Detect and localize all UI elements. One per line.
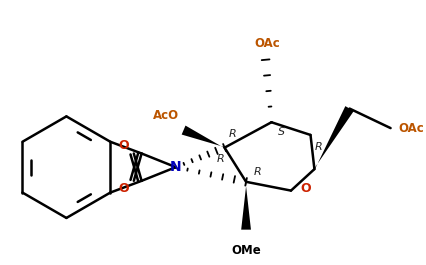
Text: AcO: AcO — [152, 109, 178, 122]
Polygon shape — [181, 126, 224, 148]
Text: OAc: OAc — [397, 122, 423, 135]
Text: OMe: OMe — [230, 244, 260, 257]
Text: R: R — [314, 142, 322, 152]
Text: O: O — [118, 139, 129, 152]
Text: O: O — [118, 182, 129, 195]
Polygon shape — [241, 182, 250, 230]
Polygon shape — [313, 106, 353, 169]
Text: R: R — [253, 167, 261, 177]
Text: N: N — [170, 160, 181, 174]
Text: OAc: OAc — [254, 37, 280, 50]
Text: S: S — [277, 127, 284, 137]
Text: R: R — [228, 129, 236, 139]
Text: R: R — [216, 154, 224, 164]
Text: O: O — [300, 182, 311, 195]
